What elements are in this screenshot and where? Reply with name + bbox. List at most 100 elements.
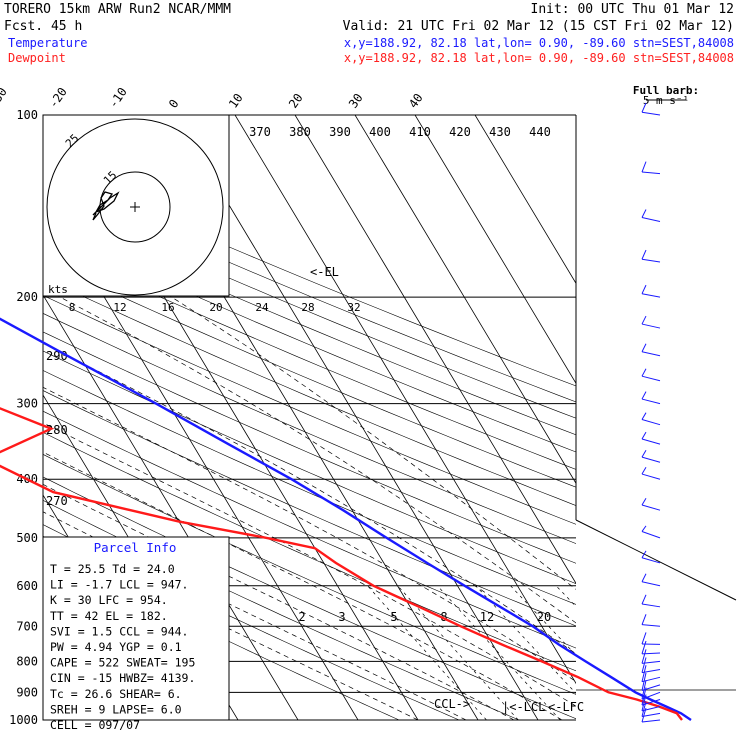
wind-barb-flag	[641, 249, 647, 260]
pressure-label: 900	[16, 685, 38, 699]
wind-barb-flag	[641, 391, 647, 400]
wind-key-title: Full barb:	[633, 84, 699, 97]
hodograph: 25 15 kts	[42, 114, 230, 297]
wind-barb-shaft	[641, 258, 661, 263]
wind-barb-shaft	[641, 624, 661, 627]
parcel-info-frame	[42, 536, 230, 721]
right-skew-axis	[575, 519, 737, 601]
parcel-info-row: SREH = 9 LAPSE= 6.0	[50, 702, 182, 716]
wind-barb-flag	[641, 450, 647, 458]
wind-barb-flag	[641, 632, 647, 645]
theta-label: 430	[489, 125, 511, 139]
dry-adiabat-line	[43, 313, 576, 544]
isotherm-line	[354, 115, 576, 485]
parcel-info-row: T = 25.5 Td = 24.0	[50, 562, 175, 576]
theta-label: 440	[529, 125, 551, 139]
temperature-tick-label: -30	[0, 85, 10, 111]
temperature-tick-label: -20	[46, 85, 70, 111]
wind-barb-shaft	[641, 676, 661, 683]
hodograph-speed-tick: 8	[69, 301, 76, 314]
wind-barb-flag	[641, 657, 647, 673]
pressure-label: 700	[16, 619, 38, 633]
pressure-label: 1000	[9, 713, 38, 727]
wind-barb-shaft	[641, 699, 661, 706]
wind-barb-shaft	[641, 375, 661, 382]
temperature-tick-label: 10	[226, 91, 246, 111]
theta-label: 410	[409, 125, 431, 139]
legend-dewpoint-label: Dewpoint	[8, 51, 66, 65]
parcel-info-panel: Parcel Info T = 25.5 Td = 24.0 LI = -1.7 …	[42, 536, 230, 732]
parcel-info-rows: T = 25.5 Td = 24.0 LI = -1.7 LCL = 947.K …	[50, 562, 195, 732]
theta-label: 370	[249, 125, 271, 139]
wind-barb-shaft	[641, 293, 661, 298]
wind-barb-shaft	[641, 719, 661, 723]
wind-barb-flag	[641, 412, 647, 420]
pressure-label: 100	[16, 108, 38, 122]
wind-barb-shaft	[641, 398, 661, 405]
wind-barb-flag	[641, 649, 647, 664]
el-annotation: <-EL	[310, 265, 339, 279]
isotherm-line	[474, 115, 576, 285]
theta-label: 380	[289, 125, 311, 139]
wind-barb-flag	[641, 343, 647, 352]
mixing-ratio-label: 2	[298, 610, 305, 624]
parcel-info-row: CIN = -15 HWBZ= 4139.	[50, 671, 195, 685]
mixing-ratio-label: 3	[338, 610, 345, 624]
wind-barb-shaft	[641, 456, 661, 463]
theta-labels: 370 380 390 400 410 420 430 440	[249, 125, 551, 139]
wind-barb-flag	[641, 497, 647, 506]
isotherm-line	[234, 115, 576, 685]
dry-adiabat-line	[43, 295, 576, 525]
wind-barb-shaft	[641, 323, 661, 329]
hodograph-inner-ring	[99, 171, 171, 243]
wind-barb-flag	[641, 594, 647, 605]
legend-dewpoint-location: x,y=188.92, 82.18 lat,lon= 0.90, -89.60 …	[344, 51, 734, 65]
hodograph-speed-tick: 16	[161, 301, 174, 314]
wind-barb-shaft	[641, 706, 661, 712]
lfc-annotation: <-LFC	[548, 700, 584, 714]
header-forecast-hour: Fcst. 45 h	[4, 19, 82, 34]
dry-adiabat-line	[43, 243, 576, 470]
wind-barb-flag	[641, 102, 647, 113]
moist-adiabat-line	[45, 221, 576, 590]
parcel-info-row: LI = -1.7 LCL = 947.	[50, 578, 188, 592]
hodograph-speed-tick: 20	[209, 301, 222, 314]
dry-adiabat-line	[43, 390, 576, 627]
wind-barb-shaft	[641, 217, 661, 223]
parcel-info-row: TT = 42 EL = 182.	[50, 609, 168, 623]
parcel-info-title: Parcel Info	[94, 540, 177, 555]
wind-barb-shaft	[641, 603, 661, 608]
parcel-info-row: CAPE = 522 SWEAT= 195	[50, 656, 195, 670]
moist-adiabat-line	[43, 451, 563, 720]
wind-barb-flag	[641, 431, 647, 440]
header-valid-time: Valid: 21 UTC Fri 02 Mar 12 (15 CST Fri …	[343, 19, 734, 34]
wind-barb-flag	[641, 665, 647, 682]
dry-adiabat-line	[43, 454, 576, 695]
moist-adiabat-line	[43, 342, 576, 655]
isotherm-line	[414, 115, 576, 385]
isotherm-line	[43, 294, 299, 720]
temperature-tick-label: 20	[286, 91, 306, 111]
wind-barb-flag	[641, 284, 647, 294]
wind-barb-shaft	[641, 712, 661, 718]
dry-adiabat-line	[43, 179, 576, 403]
wind-barb-shaft	[641, 438, 661, 445]
dry-adiabat-line	[43, 227, 576, 453]
mixing-ratio-label: 12	[480, 610, 494, 624]
wind-barb-flag	[641, 525, 647, 532]
wind-barb-shaft	[641, 504, 661, 511]
mixing-ratio-label: 20	[537, 610, 551, 624]
theta-label: 400	[369, 125, 391, 139]
hodograph-speed-tick: 24	[255, 301, 269, 314]
hodograph-trace	[92, 191, 120, 221]
theta-e-label: 280	[46, 423, 68, 437]
pressure-label: 300	[16, 397, 38, 411]
temperature-line	[0, 317, 692, 721]
wind-barb-shaft	[641, 652, 661, 655]
wind-barb-flag	[641, 209, 647, 218]
pressure-label: 200	[16, 290, 38, 304]
dry-adiabat-line	[43, 410, 576, 649]
dry-adiabat-line	[43, 260, 576, 488]
